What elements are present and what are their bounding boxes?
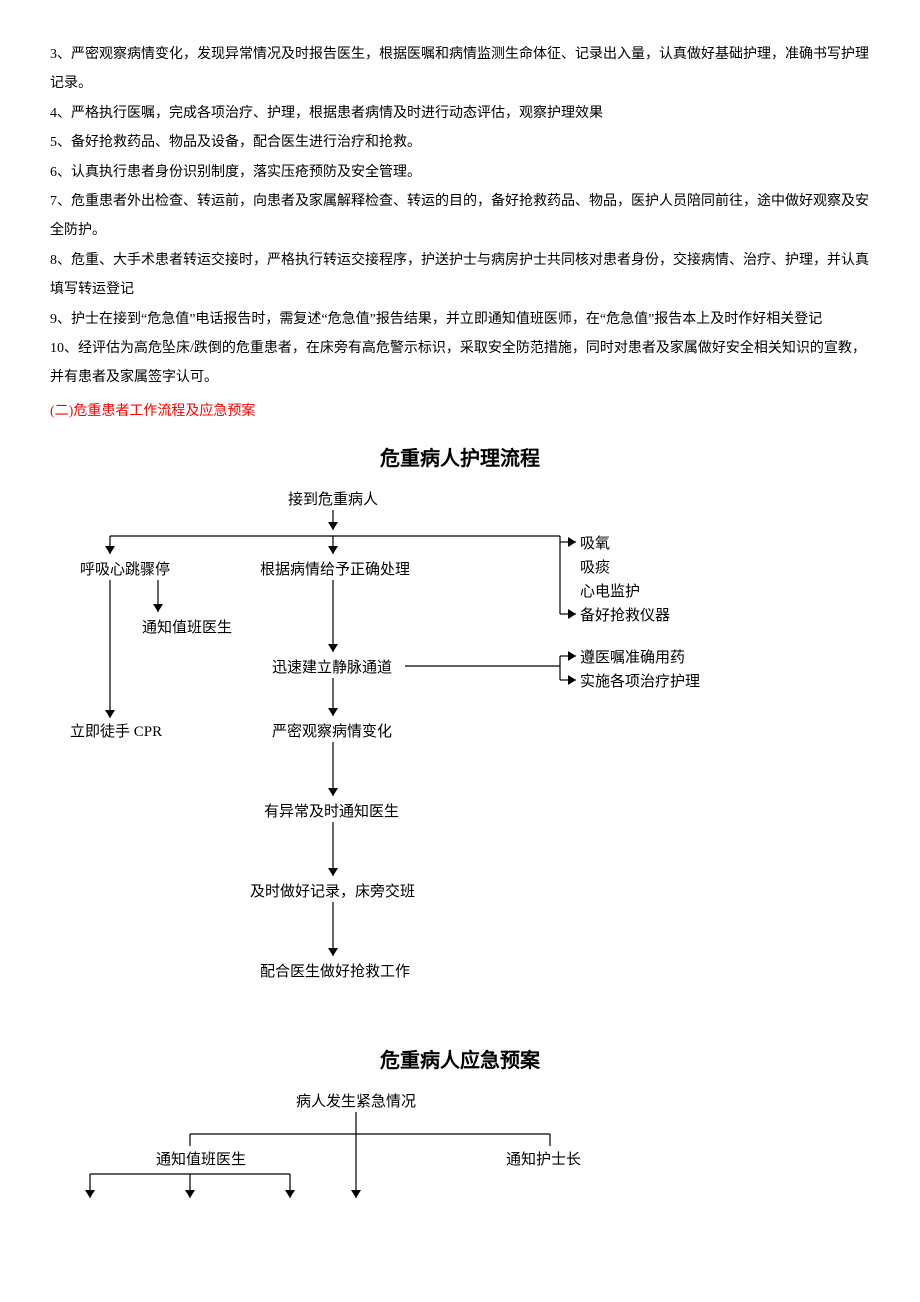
flowchart-nursing-process: 接到危重病人呼吸心跳骤停 根据病情给予正确处理 吸氧吸痰心电监护备好抢救仪器通知值班… (50, 488, 870, 1028)
flow-node-left: 通知值班医生 (156, 1148, 246, 1172)
para-5: 5、备好抢救药品、物品及设备，配合医生进行治疗和抢救。 (50, 128, 870, 157)
flow-node-r1: 吸氧 (580, 532, 610, 556)
chart2-title: 危重病人应急预案 (50, 1040, 870, 1082)
flow-node-center1: 根据病情给予正确处理 (260, 558, 410, 582)
para-6: 6、认真执行患者身份识别制度，落实压疮预防及安全管理。 (50, 158, 870, 187)
flow-node-center6: 配合医生做好抢救工作 (260, 960, 410, 984)
para-4: 4、严格执行医嘱，完成各项治疗、护理，根据患者病情及时进行动态评估，观察护理效果 (50, 99, 870, 128)
flow-node-center3: 严密观察病情变化 (272, 720, 392, 744)
para-3: 3、严密观察病情变化，发现异常情况及时报告医生，根据医嘱和病情监测生命体征、记录… (50, 40, 870, 99)
flow-node-r2: 吸痰 (580, 556, 610, 580)
flow-node-center2: 迅速建立静脉通道 (272, 656, 392, 680)
flow-node-r5: 遵医嘱准确用药 (580, 646, 685, 670)
flow-node-start: 病人发生紧急情况 (296, 1090, 416, 1114)
para-10: 10、经评估为高危坠床/跌倒的危重患者，在床旁有高危警示标识，采取安全防范措施，… (50, 334, 870, 393)
flow-node-center5: 及时做好记录，床旁交班 (250, 880, 415, 904)
para-9: 9、护士在接到“危急值”电话报告时，需复述“危急值”报告结果，并立即通知值班医师… (50, 305, 870, 334)
flow-node-leftB: 通知值班医生 (142, 616, 232, 640)
flow-node-r3: 心电监护 (580, 580, 640, 604)
flow-node-right: 通知护士长 (506, 1148, 581, 1172)
flow-node-center4: 有异常及时通知医生 (264, 800, 399, 824)
flow-node-leftA: 呼吸心跳骤停 (80, 558, 170, 582)
flowchart-emergency-plan: 病人发生紧急情况通知值班医生 通知护士长 (50, 1090, 870, 1210)
chart1-title: 危重病人护理流程 (50, 438, 870, 480)
para-7: 7、危重患者外出检查、转运前，向患者及家属解释检查、转运的目的，备好抢救药品、物… (50, 187, 870, 246)
para-8: 8、危重、大手术患者转运交接时，严格执行转运交接程序，护送护士与病房护士共同核对… (50, 246, 870, 305)
flow-node-start: 接到危重病人 (288, 488, 378, 512)
flow-node-r6: 实施各项治疗护理 (580, 670, 700, 694)
section-heading: (二)危重患者工作流程及应急预案 (50, 397, 870, 426)
flow-node-leftC: 立即徒手 CPR (70, 720, 162, 744)
flow-node-r4: 备好抢救仪器 (580, 604, 670, 628)
